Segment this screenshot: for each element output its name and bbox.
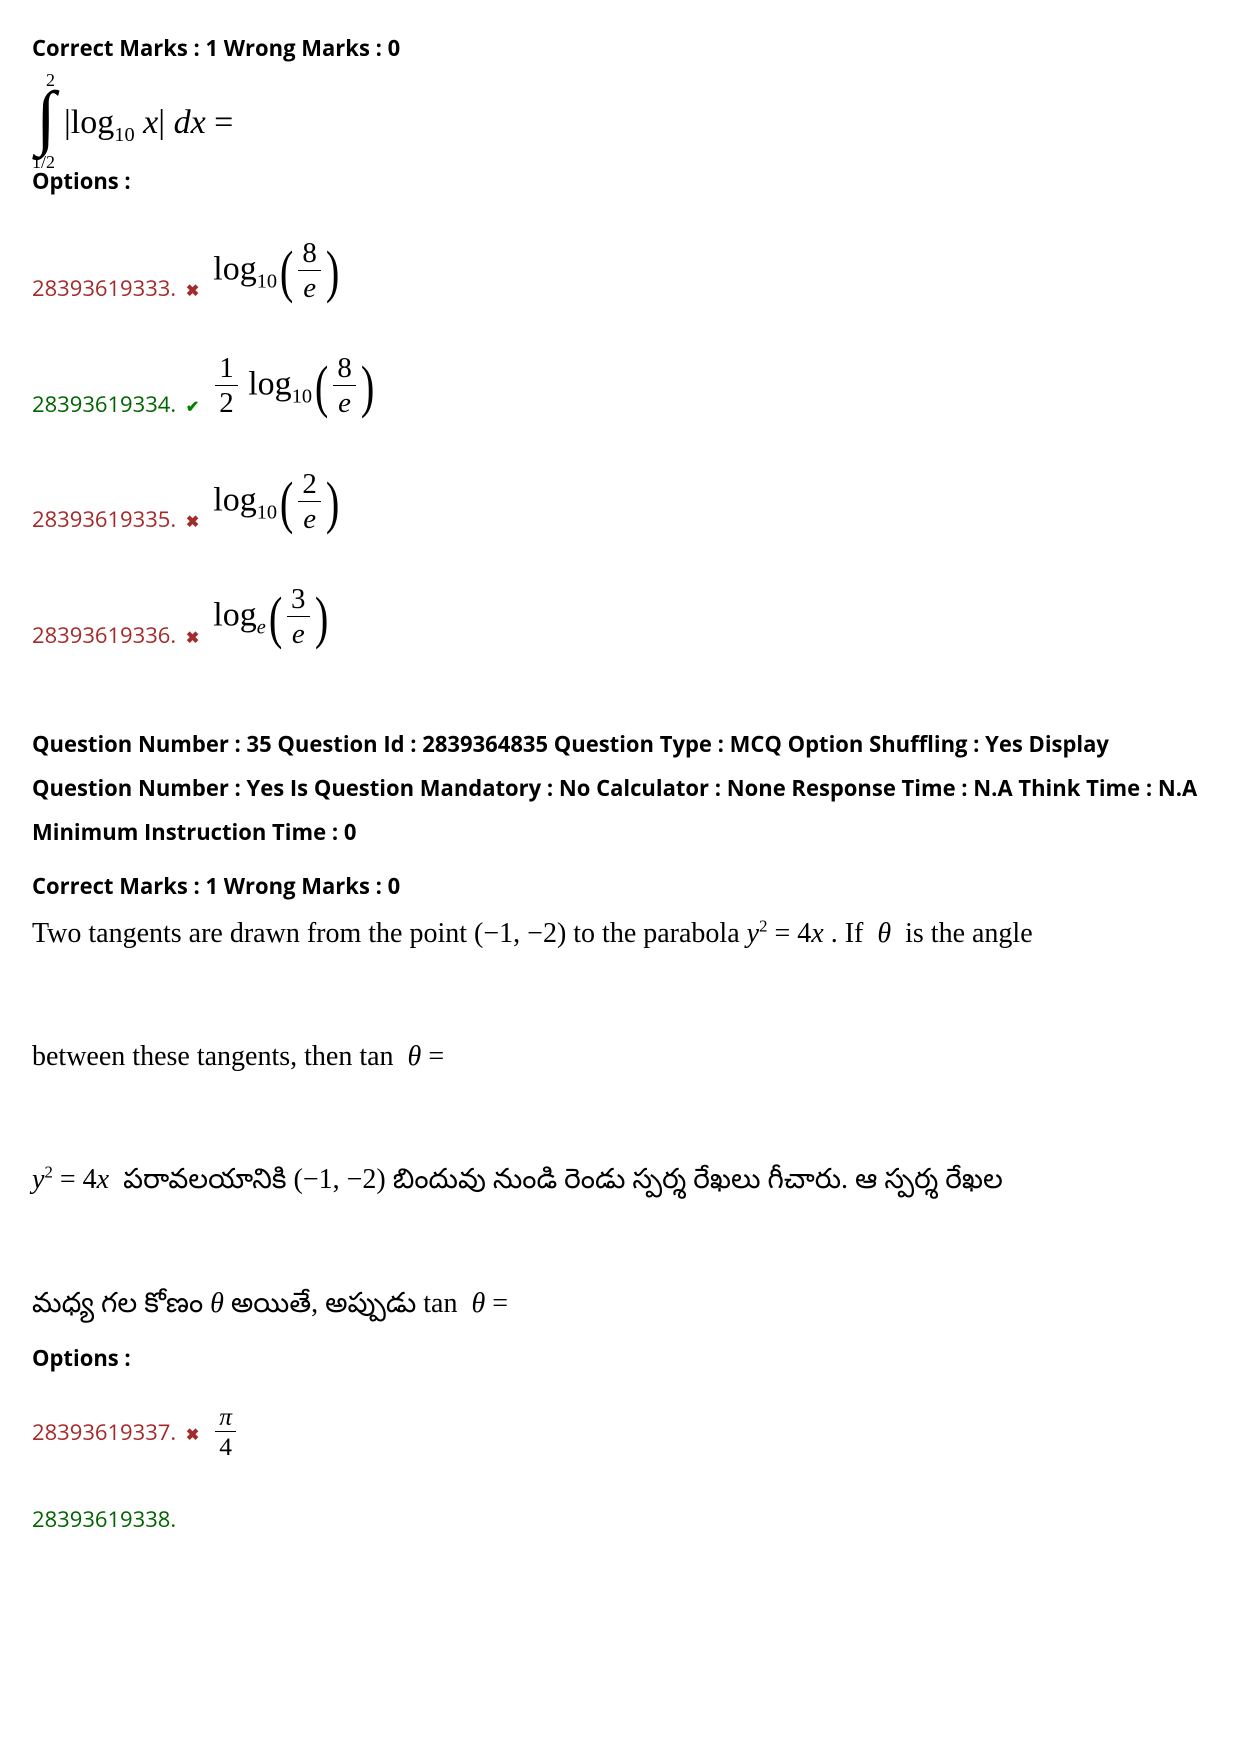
marks-line: Correct Marks : 1 Wrong Marks : 0: [32, 870, 1208, 903]
integral-expression: 2 ∫ 1/2 |log10 x| dx =: [32, 71, 1208, 161]
option-row: 28393619338.: [32, 1503, 1208, 1536]
marks-line: Correct Marks : 1 Wrong Marks : 0: [32, 32, 1208, 65]
option-row: 28393619336. ✖ loge(3e): [32, 584, 1208, 651]
option-math: 12 log10(8e): [213, 353, 377, 420]
option-id: 28393619337. ✖: [32, 1416, 205, 1449]
cross-icon: ✖: [186, 278, 199, 302]
option-id: 28393619338.: [32, 1504, 176, 1534]
cross-icon: ✖: [186, 1422, 199, 1446]
option-math: log10(2e): [213, 469, 342, 536]
option-row: 28393619334. ✔ 12 log10(8e): [32, 353, 1208, 420]
check-icon: ✔: [186, 394, 199, 418]
cross-icon: ✖: [186, 509, 199, 533]
options-label: Options :: [32, 165, 1208, 198]
option-id: 28393619336. ✖: [32, 619, 205, 652]
option-math: π4: [213, 1403, 238, 1463]
cross-icon: ✖: [186, 625, 199, 649]
option-id: 28393619333. ✖: [32, 272, 205, 305]
option-id: 28393619334. ✔: [32, 388, 205, 421]
option-math: log10(8e): [213, 238, 342, 305]
option-id: 28393619335. ✖: [32, 503, 205, 536]
question-header: Question Number : 35 Question Id : 28393…: [32, 722, 1208, 854]
question-body: Two tangents are drawn from the point (−…: [32, 903, 1208, 1334]
option-math: loge(3e): [213, 584, 330, 651]
option-row: 28393619337. ✖ π4: [32, 1403, 1208, 1463]
options-label: Options :: [32, 1342, 1208, 1375]
option-row: 28393619335. ✖ log10(2e): [32, 469, 1208, 536]
option-row: 28393619333. ✖ log10(8e): [32, 238, 1208, 305]
